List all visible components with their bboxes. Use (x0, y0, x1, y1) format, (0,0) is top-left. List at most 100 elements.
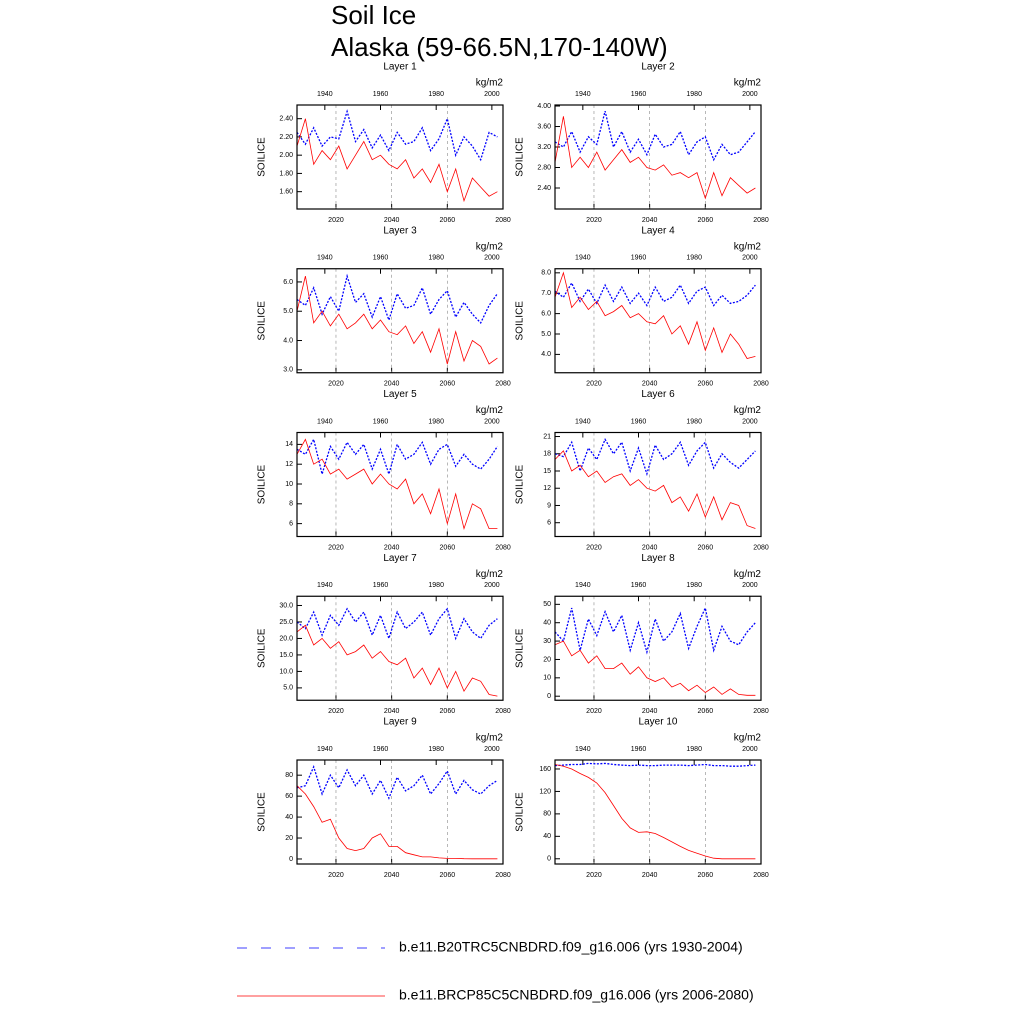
x-tick-label: 2060 (440, 217, 456, 224)
x-tick-label: 2020 (586, 544, 602, 551)
unit-label: kg/m2 (476, 241, 504, 252)
unit-label: kg/m2 (476, 405, 504, 416)
historical-line (296, 273, 498, 325)
y-axis-label: SOILICE (257, 301, 268, 341)
y-axis-label: SOILICE (515, 137, 526, 177)
x2-tick-label: 2000 (742, 418, 758, 425)
y-tick-label: 5.0 (283, 308, 293, 315)
y-tick-label: 4.0 (283, 337, 293, 344)
y-tick-label: 2.20 (279, 134, 293, 141)
y-tick-label: 4.00 (537, 103, 551, 110)
y-tick-label: 3.60 (537, 123, 551, 130)
y-tick-label: 120 (539, 788, 551, 795)
unit-label: kg/m2 (734, 78, 762, 89)
x2-tick-label: 1940 (575, 746, 591, 753)
y-tick-label: 10.0 (279, 668, 293, 675)
projection-line (296, 624, 498, 697)
y-tick-label: 40 (543, 833, 551, 840)
x-tick-label: 2080 (495, 544, 511, 551)
x-tick-label: 2040 (642, 217, 658, 224)
y-tick-label: 6 (289, 520, 293, 527)
x-tick-label: 2060 (698, 217, 714, 224)
x2-tick-label: 2000 (742, 255, 758, 262)
y-tick-label: 9 (547, 502, 551, 509)
historical-line (296, 607, 498, 641)
panel-title: Layer 6 (641, 389, 675, 400)
y-tick-label: 14 (285, 441, 293, 448)
y-tick-label: 80 (543, 811, 551, 818)
y-tick-label: 30.0 (279, 602, 293, 609)
y-axis-label: SOILICE (515, 464, 526, 504)
y-axis-label: SOILICE (257, 464, 268, 504)
panel-title: Layer 2 (641, 62, 675, 73)
y-tick-label: 50 (543, 601, 551, 608)
y-tick-label: 2.80 (537, 164, 551, 171)
x2-tick-label: 1960 (631, 746, 647, 753)
y-tick-label: 6 (547, 520, 551, 527)
x2-tick-label: 1980 (428, 746, 444, 753)
x-tick-label: 2040 (642, 381, 658, 388)
y-tick-label: 6.0 (541, 310, 551, 317)
unit-label: kg/m2 (734, 405, 762, 416)
plot-frame (296, 431, 504, 538)
unit-label: kg/m2 (734, 569, 762, 580)
y-tick-label: 60 (285, 793, 293, 800)
unit-label: kg/m2 (476, 569, 504, 580)
plot-frame (554, 104, 762, 210)
x2-tick-label: 2000 (742, 582, 758, 589)
x-tick-label: 2060 (440, 872, 456, 879)
x2-tick-label: 1980 (686, 418, 702, 425)
historical-line (554, 110, 756, 162)
y-tick-label: 4.0 (541, 351, 551, 358)
x2-tick-label: 1940 (317, 255, 333, 262)
projection-line (296, 118, 498, 203)
y-axis-label: SOILICE (515, 301, 526, 341)
y-axis-label: SOILICE (515, 628, 526, 668)
x2-tick-label: 2000 (484, 91, 500, 98)
projection-line (554, 764, 756, 860)
x-tick-label: 2080 (753, 217, 769, 224)
x-tick-label: 2060 (698, 872, 714, 879)
y-tick-label: 40 (543, 620, 551, 627)
historical-line (296, 437, 498, 477)
x-tick-label: 2020 (586, 708, 602, 715)
plot-frame (296, 595, 504, 701)
y-tick-label: 6.0 (283, 279, 293, 286)
historical-line (554, 437, 756, 477)
x-tick-label: 2020 (586, 381, 602, 388)
x2-tick-label: 1940 (317, 582, 333, 589)
x2-tick-label: 2000 (484, 582, 500, 589)
x2-tick-label: 1960 (631, 418, 647, 425)
y-tick-label: 10 (285, 481, 293, 488)
y-tick-label: 3.20 (537, 144, 551, 151)
x-tick-label: 2080 (753, 708, 769, 715)
historical-line (296, 109, 498, 162)
figure-subtitle: Alaska (59-66.5N,170-140W) (331, 32, 668, 62)
y-tick-label: 1.80 (279, 170, 293, 177)
x-tick-label: 2060 (440, 708, 456, 715)
x-tick-label: 2080 (495, 708, 511, 715)
plot-frame (554, 431, 762, 538)
x-tick-label: 2060 (698, 544, 714, 551)
x2-tick-label: 1980 (686, 91, 702, 98)
y-tick-label: 40 (285, 814, 293, 821)
y-tick-label: 10 (543, 675, 551, 682)
x-tick-label: 2040 (384, 872, 400, 879)
y-tick-label: 1.60 (279, 189, 293, 196)
panel-title: Layer 10 (639, 717, 678, 728)
x2-tick-label: 1960 (373, 91, 389, 98)
y-tick-label: 8 (289, 501, 293, 508)
y-tick-label: 7.0 (541, 290, 551, 297)
x-tick-label: 2040 (642, 708, 658, 715)
y-axis-label: SOILICE (257, 628, 268, 668)
y-tick-label: 8.0 (541, 270, 551, 277)
plot-frame (554, 268, 762, 374)
x-tick-label: 2020 (328, 544, 344, 551)
figure-title: Soil Ice (331, 0, 416, 30)
y-tick-label: 12 (543, 485, 551, 492)
legend-label: b.e11.B20TRC5CNBDRD.f09_g16.006 (yrs 193… (399, 939, 743, 955)
plot-frame (296, 759, 504, 865)
panel-title: Layer 8 (641, 553, 675, 564)
y-tick-label: 30 (543, 638, 551, 645)
y-tick-label: 18 (543, 451, 551, 458)
